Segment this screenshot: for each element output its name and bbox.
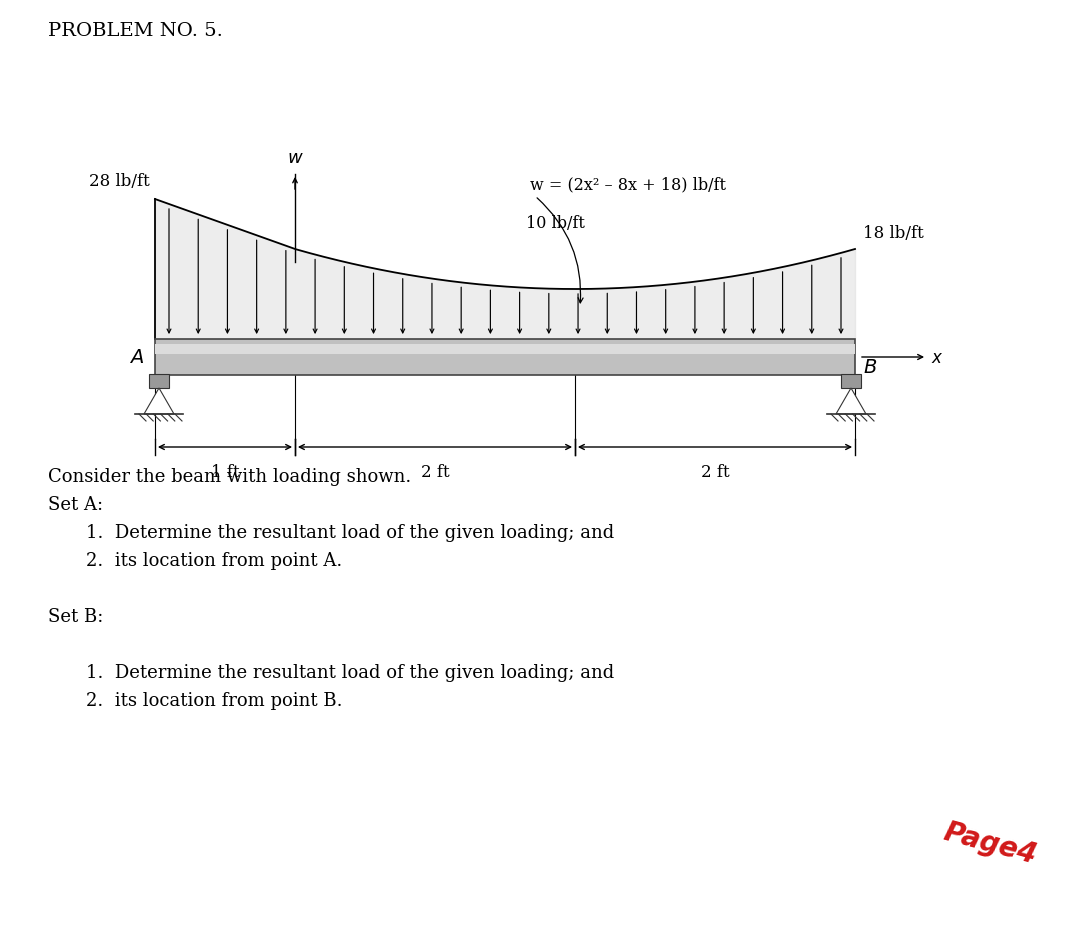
Text: 1 ft: 1 ft <box>211 464 240 480</box>
Text: 2 ft: 2 ft <box>701 464 729 480</box>
Polygon shape <box>836 388 866 414</box>
Text: 18 lb/ft: 18 lb/ft <box>863 224 923 242</box>
Text: w: w <box>287 149 302 167</box>
Text: Consider the beam with loading shown.: Consider the beam with loading shown. <box>48 467 411 486</box>
Text: 2.  its location from point A.: 2. its location from point A. <box>86 552 342 569</box>
Text: 1.  Determine the resultant load of the given loading; and: 1. Determine the resultant load of the g… <box>86 664 615 681</box>
Text: 2.  its location from point B.: 2. its location from point B. <box>86 692 342 709</box>
Bar <box>156 345 855 355</box>
Text: w = (2x² – 8x + 18) lb/ft: w = (2x² – 8x + 18) lb/ft <box>530 176 726 194</box>
Text: Set A:: Set A: <box>48 495 103 514</box>
Text: 10 lb/ft: 10 lb/ft <box>526 215 584 232</box>
Text: 1.  Determine the resultant load of the given loading; and: 1. Determine the resultant load of the g… <box>86 524 615 541</box>
Polygon shape <box>144 388 174 414</box>
Text: Set B:: Set B: <box>48 607 104 626</box>
Text: A: A <box>130 349 143 367</box>
Text: x: x <box>931 349 941 366</box>
Text: PROBLEM NO. 5.: PROBLEM NO. 5. <box>48 22 222 40</box>
Bar <box>156 339 855 375</box>
Bar <box>149 375 168 388</box>
Text: 28 lb/ft: 28 lb/ft <box>90 172 150 190</box>
Bar <box>841 375 861 388</box>
Text: 2 ft: 2 ft <box>421 464 449 480</box>
Text: Page4: Page4 <box>941 818 1040 870</box>
Text: B: B <box>863 358 876 377</box>
